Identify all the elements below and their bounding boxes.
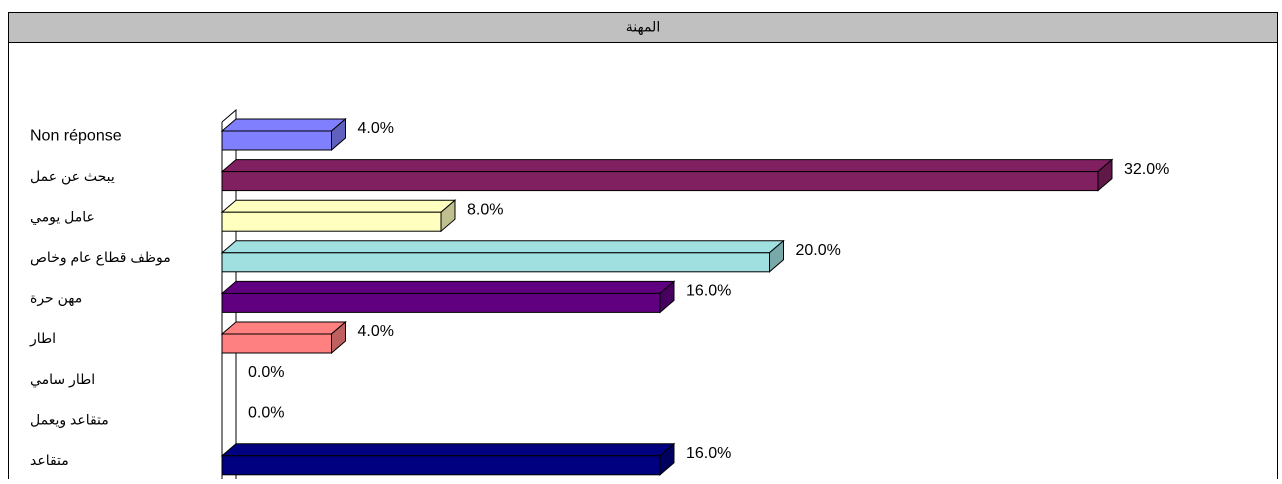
value-label: 8.0% xyxy=(467,201,503,218)
bar-side-shade xyxy=(660,443,674,475)
value-label: 16.0% xyxy=(686,445,731,462)
value-label: 0.0% xyxy=(248,364,284,381)
value-label: 4.0% xyxy=(358,120,394,137)
category-label: متقاعد ويعمل xyxy=(30,411,109,428)
bar-side-shade xyxy=(331,119,346,150)
bar-top xyxy=(220,321,347,335)
bar-side-shade xyxy=(441,200,455,232)
bar xyxy=(221,455,661,476)
value-label: 32.0% xyxy=(1124,161,1169,178)
bar-top xyxy=(220,443,676,457)
category-label: عامل يومي xyxy=(30,208,95,225)
value-label: 16.0% xyxy=(686,283,731,300)
bar xyxy=(221,292,661,313)
bar xyxy=(221,130,332,151)
category-label: اطار سامي xyxy=(30,371,95,388)
category-label: متقاعد xyxy=(30,452,69,468)
value-label: 4.0% xyxy=(358,323,394,340)
bar xyxy=(221,171,1099,192)
bar-top xyxy=(220,118,347,132)
category-label: اطار xyxy=(29,330,56,347)
bar xyxy=(221,252,770,273)
bar xyxy=(221,211,442,232)
category-label: مهن حرة xyxy=(30,290,82,307)
bar-top xyxy=(220,240,785,254)
category-label: Non réponse xyxy=(30,128,122,145)
category-label: يبحث عن عمل xyxy=(30,168,115,185)
title-bar xyxy=(8,12,1278,43)
category-label: موظف قطاع عام وخاص xyxy=(30,249,171,266)
value-label: 20.0% xyxy=(796,242,841,259)
chart-title: المهنة xyxy=(626,19,660,36)
bar-side-shade xyxy=(660,281,674,313)
bar-side-shade xyxy=(769,240,784,272)
bar-side-shade xyxy=(331,322,346,353)
bar-top xyxy=(220,159,1114,173)
bar-top xyxy=(220,280,676,294)
bar xyxy=(221,333,332,354)
bar-top xyxy=(220,199,457,213)
value-label: 0.0% xyxy=(248,404,284,421)
bar-side-shade xyxy=(1098,159,1112,191)
